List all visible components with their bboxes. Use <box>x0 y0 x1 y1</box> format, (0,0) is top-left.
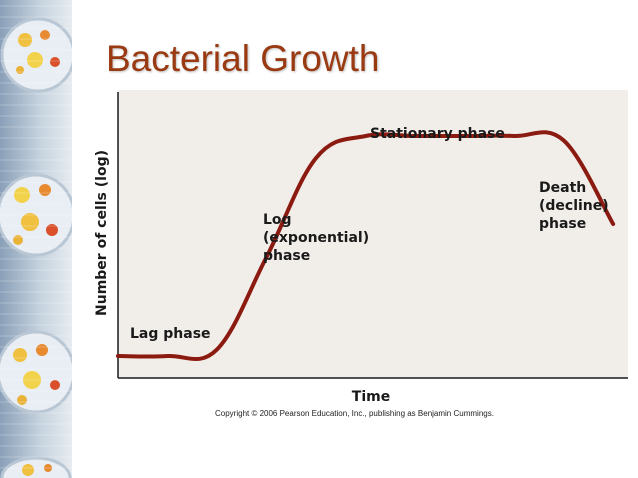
chart-panel <box>118 90 628 378</box>
annotation-stationary-phase-line: Stationary phase <box>370 126 505 142</box>
annotation-lag-phase-line: Lag phase <box>130 326 211 342</box>
annotation-death-phase-line: Death <box>539 180 586 196</box>
annotation-log-phase-line: (exponential) <box>263 230 369 246</box>
petri-dish-strip-icon <box>0 0 72 478</box>
slide-title: Bacterial Growth <box>106 38 380 79</box>
annotation-death-phase: Death (decline) phase <box>539 180 609 232</box>
annotation-log-phase-line: phase <box>263 248 310 264</box>
annotation-death-phase-line: (decline) <box>539 198 609 214</box>
growth-curve-line <box>116 130 616 362</box>
annotation-log-phase: Log (exponential) phase <box>263 212 369 264</box>
annotation-death-phase-line: phase <box>539 216 586 232</box>
copyright-notice: Copyright © 2006 Pearson Education, Inc.… <box>215 409 494 418</box>
annotation-lag-phase: Lag phase <box>130 326 211 342</box>
y-axis-label: Number of cells (log) <box>94 150 110 316</box>
phase-annotations: Lag phase Log (exponential) phase Stationary… <box>130 126 609 342</box>
annotation-log-phase-line: Log <box>263 212 292 228</box>
annotation-stationary-phase: Stationary phase <box>370 126 505 142</box>
x-axis-label: Time <box>352 389 390 405</box>
